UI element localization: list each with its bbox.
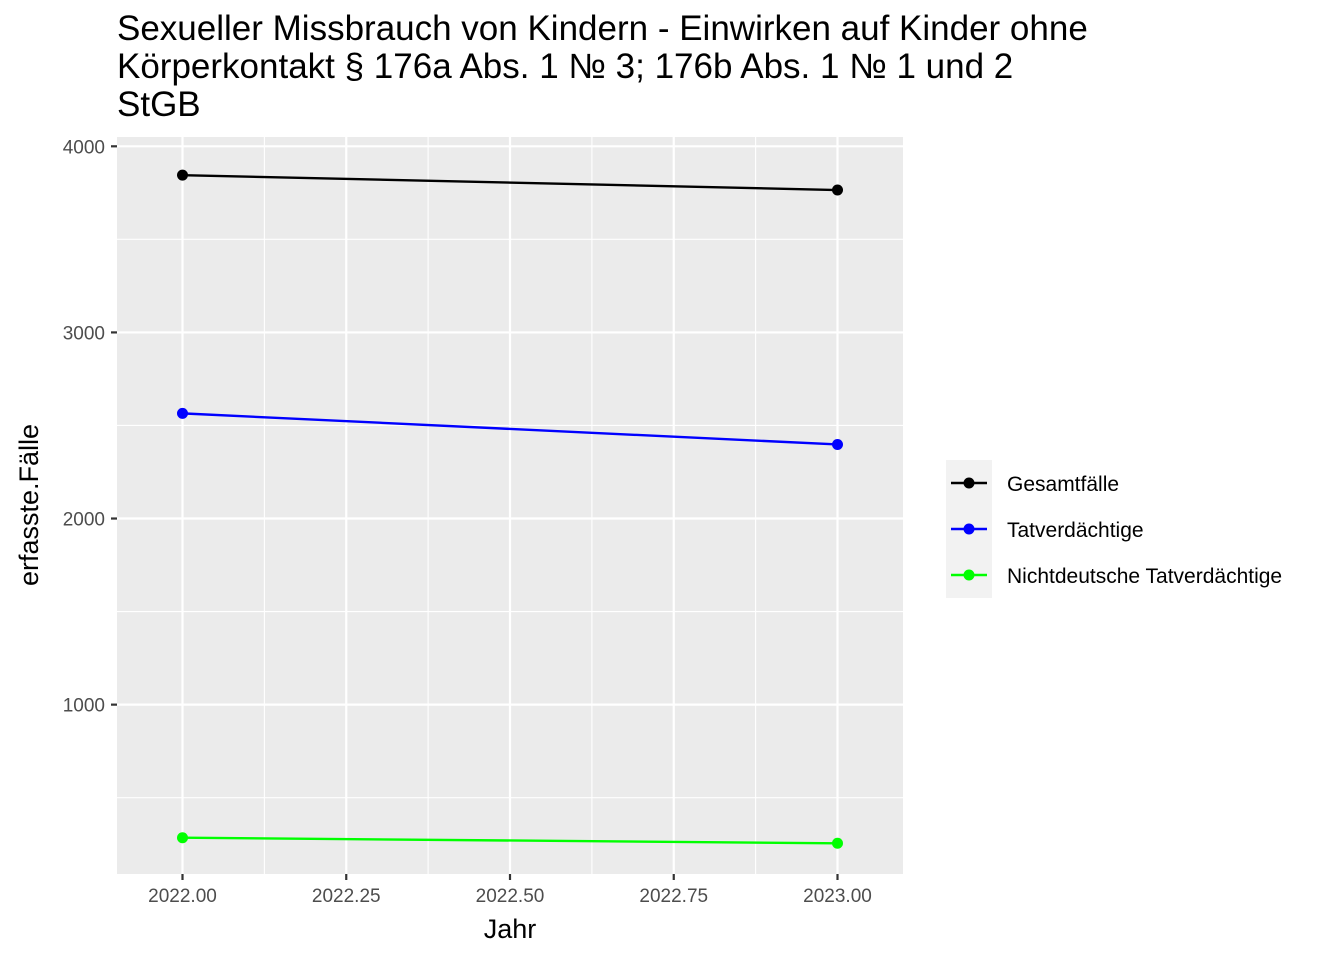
y-tick-label: 4000 bbox=[63, 137, 105, 158]
chart-title-line-1: Sexueller Missbrauch von Kindern - Einwi… bbox=[117, 9, 1088, 48]
x-tick-labels: 2022.00 2022.25 2022.50 2022.75 2023.00 bbox=[148, 886, 872, 907]
x-tick-label: 2023.00 bbox=[803, 886, 872, 907]
chart-title-line-2: Körperkontakt § 176a Abs. 1 № 3; 176b Ab… bbox=[117, 47, 1014, 86]
y-tick-label: 2000 bbox=[63, 510, 105, 531]
series-layer bbox=[177, 169, 843, 849]
axis-ticks bbox=[111, 145, 839, 880]
series-line-1 bbox=[182, 173, 838, 192]
y-axis-title: erfasste.Fälle bbox=[14, 424, 44, 586]
series-line-3 bbox=[182, 836, 838, 845]
legend-key-point bbox=[963, 569, 975, 581]
series-3-point bbox=[832, 837, 843, 849]
series-1-point bbox=[177, 169, 188, 181]
y-tick-label: 3000 bbox=[63, 323, 105, 344]
series-1-point bbox=[832, 184, 843, 196]
y-tick-label: 1000 bbox=[63, 696, 105, 717]
x-tick-label: 2022.25 bbox=[312, 886, 381, 907]
legend: Gesamtfälle Tatverdächtige Nichtdeutsche T… bbox=[946, 460, 1282, 598]
legend-key-point bbox=[963, 477, 975, 489]
series-line-2 bbox=[182, 412, 838, 446]
legend-label: Gesamtfälle bbox=[1007, 473, 1119, 496]
x-tick-label: 2022.50 bbox=[476, 886, 545, 907]
x-axis-title: Jahr bbox=[484, 914, 537, 944]
series-3-point bbox=[177, 832, 188, 844]
grid-major bbox=[117, 137, 903, 874]
series-2-point bbox=[832, 438, 843, 450]
x-tick-label: 2022.75 bbox=[639, 886, 708, 907]
legend-label: Nichtdeutsche Tatverdächtige bbox=[1007, 565, 1282, 588]
y-tick-labels: 1000 2000 3000 4000 bbox=[63, 137, 105, 716]
legend-key-point bbox=[963, 523, 975, 535]
x-tick-label: 2022.00 bbox=[148, 886, 217, 907]
legend-label: Tatverdächtige bbox=[1007, 519, 1144, 542]
chart-title-line-3: StGB bbox=[117, 85, 201, 124]
series-2-point bbox=[177, 407, 188, 419]
chart-title: Sexueller Missbrauch von Kindern - Einwi… bbox=[117, 10, 1317, 124]
